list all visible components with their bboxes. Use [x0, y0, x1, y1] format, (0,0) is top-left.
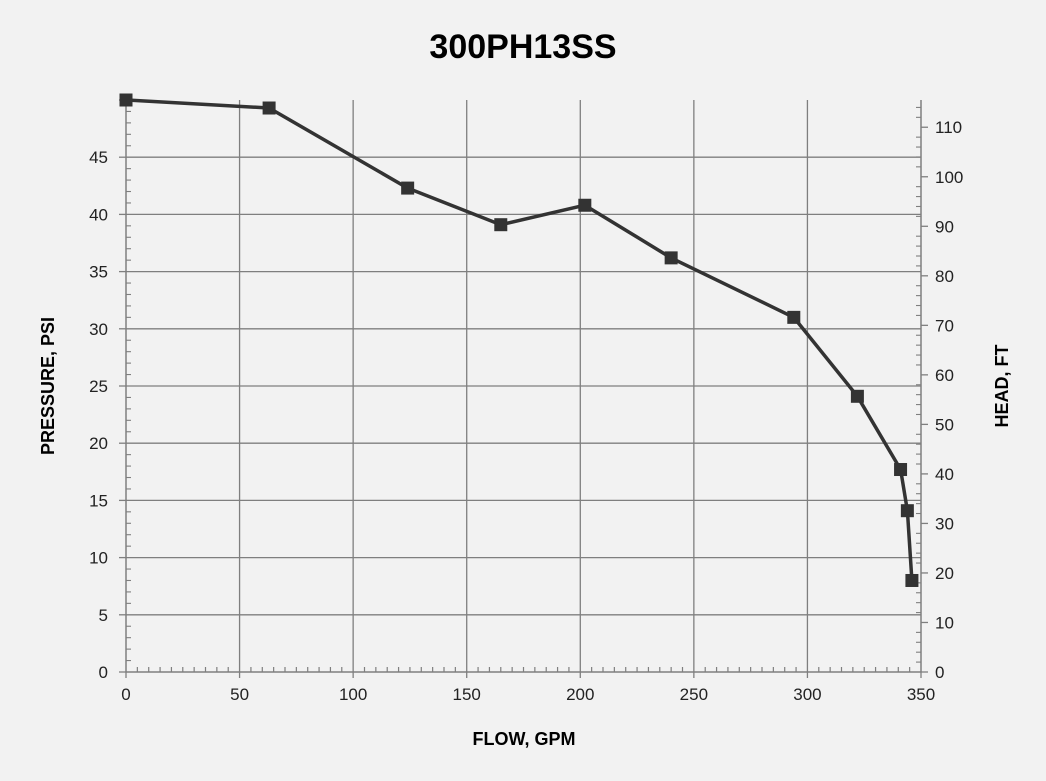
- y-tick-label: 45: [89, 148, 108, 167]
- x-tick-label: 300: [793, 685, 821, 704]
- x-tick-label: 150: [453, 685, 481, 704]
- y-tick-label: 20: [89, 434, 108, 453]
- y-tick-label: 40: [89, 205, 108, 224]
- y-tick-label: 25: [89, 377, 108, 396]
- y-tick-label: 35: [89, 263, 108, 282]
- chart-title: 300PH13SS: [429, 28, 616, 66]
- grid-lines: [126, 100, 921, 672]
- y2-tick-label: 50: [935, 415, 954, 434]
- tick-labels: 0 50 100 150 200 250 300 3500510152025303540450…: [89, 118, 963, 704]
- data-point-marker: [494, 218, 508, 232]
- y2-tick-label: 110: [935, 118, 962, 137]
- y2-tick-label: 90: [935, 217, 954, 236]
- data-point-marker: [664, 251, 678, 265]
- y2-tick-label: 60: [935, 366, 954, 385]
- data-point-marker: [900, 504, 914, 518]
- y2-tick-label: 20: [935, 564, 954, 583]
- x-tick-label: 250: [680, 685, 708, 704]
- y2-axis-label: HEAD, FT: [992, 345, 1012, 428]
- y2-tick-label: 30: [935, 514, 954, 533]
- x-axis-label: FLOW, GPM: [473, 729, 576, 749]
- y-tick-label: 15: [89, 491, 108, 510]
- y2-tick-label: 70: [935, 316, 954, 335]
- data-series: [119, 93, 919, 587]
- axes: [119, 99, 928, 678]
- y2-tick-label: 10: [935, 613, 954, 632]
- y-tick-label: 10: [89, 549, 108, 568]
- data-point-marker: [894, 463, 908, 477]
- data-point-marker: [262, 101, 276, 115]
- x-tick-label: 350: [907, 685, 935, 704]
- y2-tick-label: 100: [935, 168, 963, 187]
- x-tick-label: 50: [230, 685, 249, 704]
- data-point-marker: [787, 310, 801, 324]
- x-tick-label: 200: [566, 685, 594, 704]
- y-tick-label: 5: [99, 606, 108, 625]
- data-point-marker: [401, 181, 415, 195]
- x-tick-label: 100: [339, 685, 367, 704]
- y2-tick-label: 0: [935, 663, 944, 682]
- data-point-marker: [905, 573, 919, 587]
- data-point-marker: [578, 198, 592, 212]
- x-tick-label: 0: [121, 685, 130, 704]
- y-tick-label: 30: [89, 320, 108, 339]
- y2-tick-label: 40: [935, 465, 954, 484]
- y2-tick-label: 80: [935, 267, 954, 286]
- y-axis-label: PRESSURE, PSI: [38, 317, 58, 455]
- y-tick-label: 0: [99, 663, 108, 682]
- data-point-marker: [119, 93, 133, 107]
- data-point-marker: [850, 389, 864, 403]
